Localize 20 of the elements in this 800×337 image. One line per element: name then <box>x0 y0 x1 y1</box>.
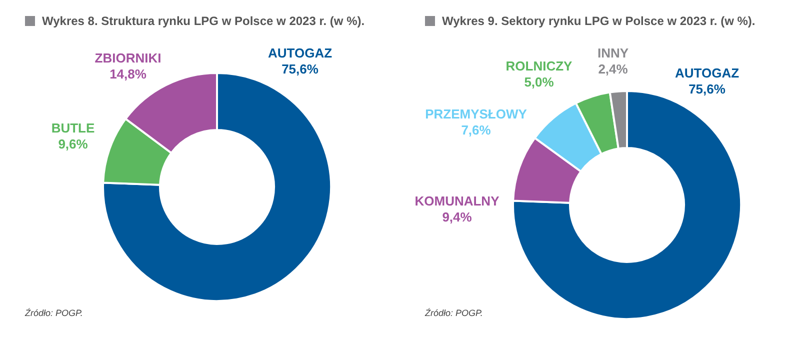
data-label: 5,0% <box>524 74 554 90</box>
data-label: 75,6% <box>688 82 726 97</box>
text: Źródło: POGP. <box>425 308 483 318</box>
slice-label: AUTOGAZ <box>674 66 740 81</box>
data-label: 7,6% <box>461 122 492 138</box>
chart-title: Wykres 8. Struktura rynku LPG w Polsce w 2023 r. (w %). <box>42 14 365 28</box>
slice-label: ZBIORNIKI <box>94 50 162 66</box>
data-label: 14,8% <box>110 66 147 82</box>
text: Źródło: POGP. <box>25 308 83 318</box>
data-label: 9,6% <box>58 136 88 152</box>
slice-label: KOMUNALNY <box>414 194 500 209</box>
data-label: 9,4% <box>442 210 472 225</box>
slice-label: ROLNICZY <box>506 58 573 74</box>
chart-title: Wykres 9. Sektory rynku LPG w Polsce w 2023 r. (w %). <box>442 14 756 28</box>
slice-label: AUTOGAZ <box>268 46 332 61</box>
data-label: 75,6% <box>282 62 319 77</box>
slice-label: PRZEMYSŁOWY <box>425 106 528 122</box>
data-label: 2,4% <box>598 62 628 77</box>
slice-label: BUTLE <box>51 120 95 136</box>
slice-label: INNY <box>597 46 629 61</box>
